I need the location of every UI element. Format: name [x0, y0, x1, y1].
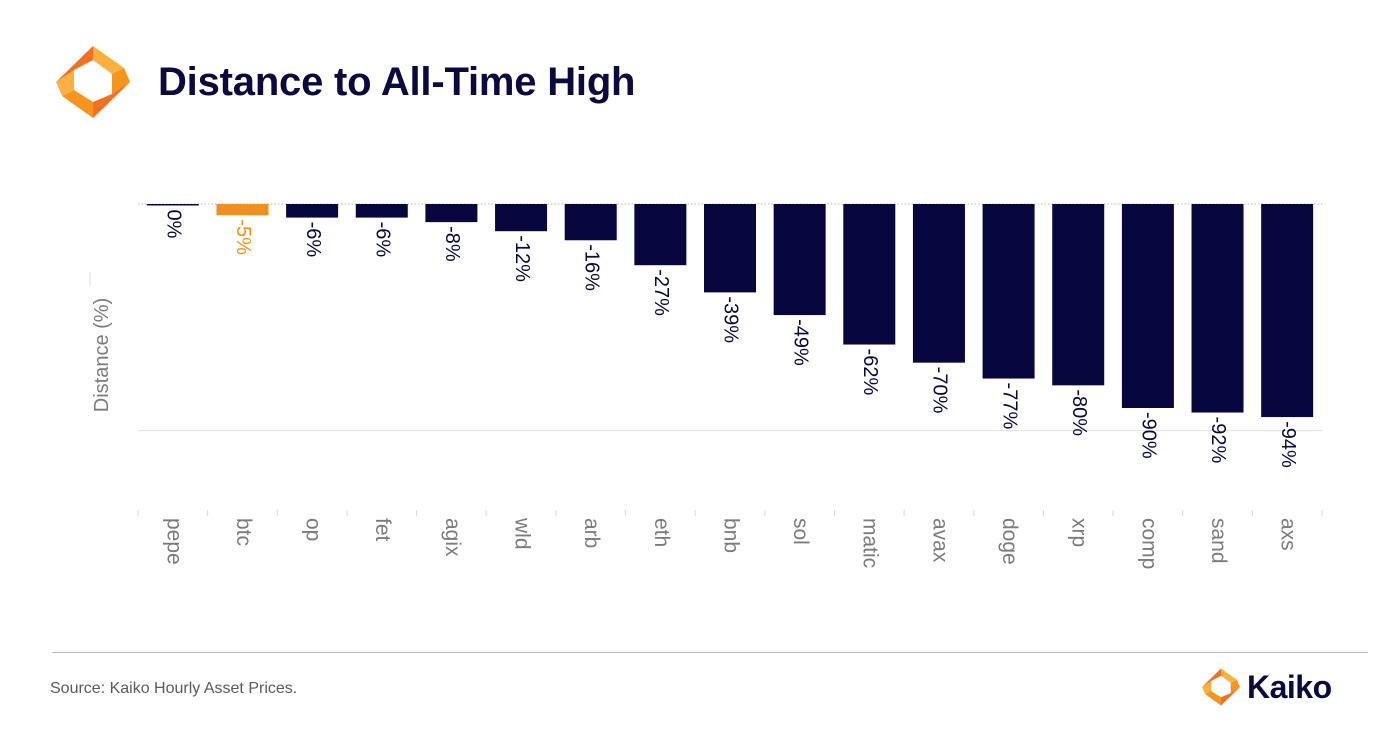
- header: [52, 42, 134, 122]
- page-title: Distance to All-Time High: [158, 60, 636, 104]
- category-label-avax: avax: [928, 518, 951, 563]
- category-label-op: op: [302, 518, 325, 541]
- bar-xrp: [1052, 204, 1105, 386]
- data-label-sand: -92%: [1207, 417, 1229, 464]
- bar-matic: [843, 204, 896, 345]
- category-label-arb: arb: [580, 518, 603, 548]
- data-label-matic: -62%: [859, 349, 881, 396]
- category-label-eth: eth: [650, 518, 673, 547]
- category-label-wld: wld: [511, 517, 534, 550]
- category-label-doge: doge: [998, 518, 1021, 565]
- category-label-sol: sol: [789, 518, 812, 545]
- bar-sol: [773, 204, 826, 316]
- category-label-comp: comp: [1137, 518, 1160, 569]
- bar-sand: [1191, 204, 1244, 413]
- data-label-doge: -77%: [998, 383, 1020, 430]
- data-label-comp: -90%: [1138, 412, 1160, 459]
- bar-agix: [425, 204, 478, 223]
- data-label-avax: -70%: [929, 367, 951, 414]
- category-label-sand: sand: [1207, 518, 1230, 564]
- kaiko-diamond-logo-icon: [1202, 668, 1240, 706]
- source-note: Source: Kaiko Hourly Asset Prices.: [50, 680, 298, 697]
- distance-bar-chart: Distance (%) 0% pepe -5% btc -6% op -6% fet -8% ag…: [89, 203, 1323, 569]
- bar-eth: [634, 204, 687, 266]
- kaiko-diamond-logo-icon: [56, 46, 130, 118]
- category-label-bnb: bnb: [719, 518, 742, 553]
- data-label-sol: -49%: [789, 319, 811, 366]
- category-label-btc: btc: [232, 518, 255, 546]
- bar-pepe: [146, 204, 199, 206]
- bar-op: [286, 204, 339, 218]
- footer-divider: [52, 652, 1368, 653]
- data-label-bnb: -39%: [720, 296, 742, 343]
- data-label-wld: -12%: [511, 235, 533, 282]
- category-label-fet: fet: [371, 518, 394, 542]
- bar-btc: [216, 204, 269, 216]
- brand-name: Kaiko: [1247, 668, 1332, 705]
- data-label-arb: -16%: [580, 244, 602, 291]
- category-label-pepe: pepe: [162, 518, 185, 565]
- data-label-fet: -6%: [371, 222, 393, 258]
- y-axis-title: Distance (%): [91, 298, 113, 412]
- bar-axs: [1261, 204, 1314, 418]
- bar-bnb: [704, 204, 756, 293]
- brand-logo: Kaiko: [1200, 664, 1332, 710]
- category-label-matic: matic: [859, 518, 882, 568]
- bar-fet: [355, 204, 408, 218]
- bar-wld: [495, 204, 548, 232]
- bar-comp: [1121, 204, 1174, 408]
- data-label-xrp: -80%: [1068, 389, 1090, 436]
- data-label-eth: -27%: [650, 269, 672, 316]
- bar-avax: [912, 204, 965, 363]
- data-label-axs: -94%: [1277, 421, 1299, 468]
- data-label-agix: -8%: [441, 226, 463, 262]
- category-label-xrp: xrp: [1068, 518, 1091, 547]
- data-label-btc: -5%: [232, 219, 254, 255]
- bar-doge: [982, 204, 1035, 379]
- category-label-axs: axs: [1277, 518, 1300, 551]
- data-label-op: -6%: [302, 222, 324, 258]
- bar-arb: [564, 204, 617, 241]
- category-label-agix: agix: [441, 518, 464, 557]
- data-label-pepe: 0%: [163, 210, 185, 239]
